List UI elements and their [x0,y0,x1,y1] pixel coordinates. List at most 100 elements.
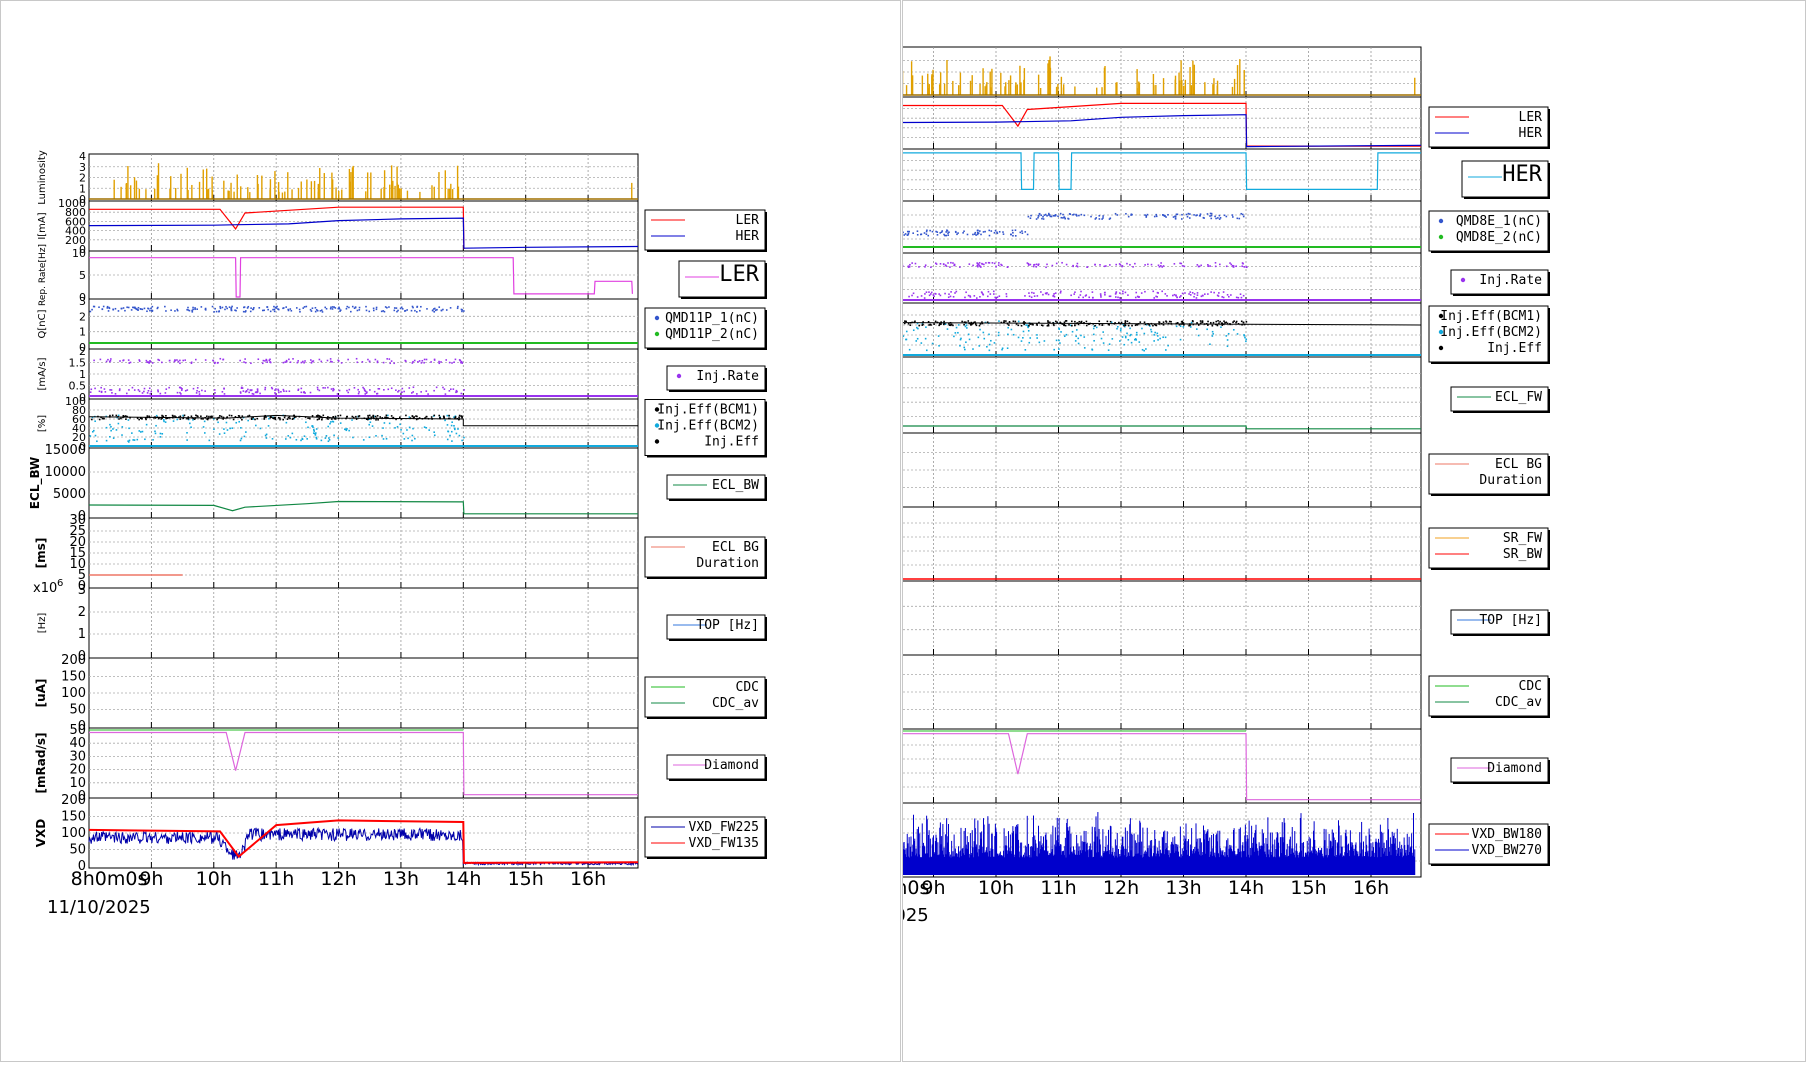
inj-eff-bcm2-point [204,432,206,434]
charge-point [212,306,214,308]
inj-eff-bcm1-point [249,415,251,417]
inj-rate-point [1006,293,1008,295]
inj-eff-bcm1-point [1028,325,1030,327]
inj-eff-bcm2-point [1129,328,1131,330]
inj-rate-point [1129,264,1131,266]
inj-rate-point [313,360,315,362]
inj-rate-point [1053,293,1055,295]
inj-rate-point [1033,264,1035,266]
charge-point [108,307,110,309]
inj-eff-bcm1-point [1094,325,1096,327]
inj-eff-bcm2-point [994,342,996,344]
y-axis-label: [mA/s] [37,357,48,390]
plot-frame [89,299,638,349]
inj-eff-bcm1-point [1098,320,1100,322]
charge-point [963,230,965,232]
charge-point [275,307,277,309]
time-tick-label: 11h [1040,877,1076,899]
inj-eff-bcm1-point [433,415,435,417]
charge-point [1054,215,1056,217]
inj-rate-point [266,361,268,363]
inj-rate-point [453,388,455,390]
inj-eff-bcm2-point [1078,343,1080,345]
inj-rate-point [1077,263,1079,265]
inj-rate-point [956,291,958,293]
inj-eff-bcm1-point [294,417,296,419]
inj-eff-bcm1-point [335,416,337,418]
y-tick-label: 5000 [53,487,86,502]
legend-inj: Inj.Rate [667,366,767,391]
legend-label: Duration [696,556,759,571]
inj-eff-bcm2-point [1119,340,1121,342]
legend-marker [655,439,659,443]
legend-label: HER [1519,126,1543,141]
charge-point [258,307,260,309]
inj-rate-point [1028,292,1030,294]
plot-eff: 100806040200[%]Inj.Eff(BCM1)Inj.Eff(BCM2… [903,299,1550,363]
charge-point [196,308,198,310]
plot-frame [903,97,1421,149]
inj-eff-bcm1-point [318,418,320,420]
inj-eff-bcm1-point [961,321,963,323]
charge-point [903,234,905,236]
charge-point [1210,213,1212,215]
inj-rate-point [278,392,280,394]
inj-eff-bcm1-point [163,416,165,418]
inj-rate-point [264,360,266,362]
inj-eff-bcm2-point [968,334,970,336]
inj-eff-bcm1-point [1128,325,1130,327]
inj-rate-point [1109,264,1111,266]
inj-rate-point [249,389,251,391]
inj-rate-point [101,391,103,393]
inj-eff-bcm2-point [400,429,402,431]
charge-point [995,230,997,232]
charge-point [463,310,465,312]
inj-rate-point [243,390,245,392]
plot-inj: 0.80.60.40.20[mA/s]Inj.Rate [903,249,1550,308]
inj-eff-bcm2-point [238,421,240,423]
inj-rate-point [412,391,414,393]
inj-eff-bcm2-point [1112,338,1114,340]
inj-eff-bcm1-point [1125,322,1127,324]
inj-eff-bcm1-point [1144,321,1146,323]
charge-point [972,234,974,236]
legend-dia: Diamond [667,755,767,780]
legend-label: Inj.Eff(BCM2) [657,419,759,434]
inj-rate-point [1056,263,1058,265]
inj-eff-bcm1-point [174,415,176,417]
inj-rate-point [1153,297,1155,299]
inj-rate-point [383,362,385,364]
inj-eff-bcm1-point [1156,325,1158,327]
inj-rate-point [157,359,159,361]
inj-eff-bcm1-point [1005,320,1007,322]
inj-rate-point [1122,293,1124,295]
inj-eff-bcm1-point [1074,325,1076,327]
charge-point [1187,216,1189,218]
inj-eff-bcm2-point [287,435,289,437]
right-plots: 43210Luminosity10008006004002000I[mA]LER… [903,43,1550,926]
inj-eff-bcm2-point [163,419,165,421]
legend-label: ECL BG [712,540,759,555]
inj-rate-point [160,393,162,395]
inj-rate-point [1179,296,1181,298]
inj-eff-bcm2-point [1029,337,1031,339]
inj-rate-point [262,362,264,364]
inj-rate-point [347,359,349,361]
y-tick-label: 100 [61,826,86,841]
plot-frame [903,357,1421,433]
inj-rate-point [161,362,163,364]
inj-eff-bcm1-point [165,415,167,417]
inj-rate-point [1085,295,1087,297]
charge-point [1075,214,1077,216]
inj-eff-bcm2-point [165,421,167,423]
inj-eff-bcm2-point [958,324,960,326]
charge-point [243,307,245,309]
inj-rate-point [186,389,188,391]
time-tick-label: 9h [139,868,163,890]
inj-rate-point [1137,296,1139,298]
inj-eff-bcm2-point [913,329,915,331]
inj-rate-point [378,388,380,390]
inj-rate-point [1157,292,1159,294]
inj-eff-bcm2-point [340,422,342,424]
inj-eff-bcm2-point [424,426,426,428]
